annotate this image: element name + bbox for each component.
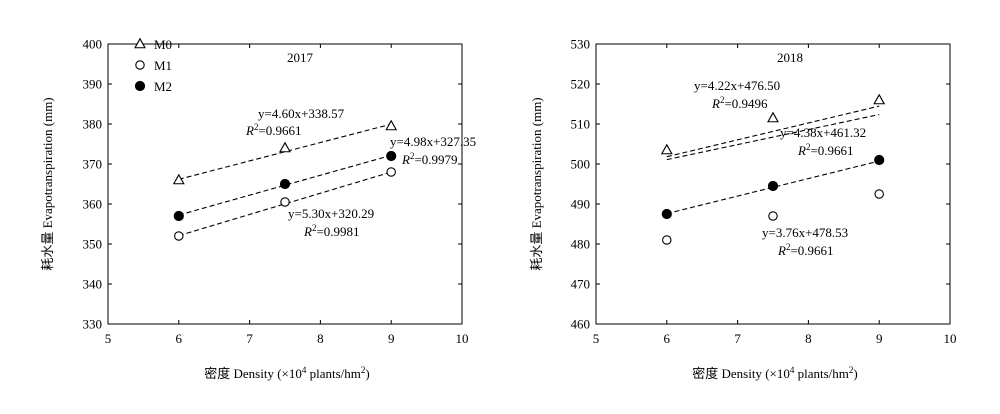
data-point-M1 [280,197,290,207]
data-point-M1 [768,211,778,221]
fit-r2-M2: R2=0.9979 [401,151,458,167]
y-tick-label: 490 [571,197,591,212]
data-point-M0 [172,173,185,185]
chart-panel-2018: 5 6 7 8 9 10 460 470 480 490 500 510 520 530 2018 密度 De… [529,37,957,382]
y-tick-label: 520 [571,77,591,92]
data-point-M2 [661,208,672,220]
x-tick-label: 9 [876,331,883,346]
data-point-M1 [874,189,884,199]
fit-equation-M0: y=4.22x+476.50 [694,78,780,93]
fit-line-M1 [666,113,880,161]
fit-r2-M2: R2=0.9661 [797,142,854,158]
y-tick-label: 380 [83,117,103,132]
y-tick-label: 330 [83,317,103,332]
legend: M0 M1 M2 [134,37,172,94]
data-point-M2 [173,210,184,222]
data-point-M0 [660,143,673,155]
y-axis-label: 耗水量 Evapotranspiration (mm) [40,97,55,270]
fit-line-M0 [666,105,880,158]
y-axis-label: 耗水量 Evapotranspiration (mm) [529,97,544,270]
y-tick-label: 480 [571,237,591,252]
data-point-M2 [386,150,397,162]
data-point-M1 [386,167,396,177]
x-tick-label: 10 [456,331,469,346]
x-tick-label: 8 [317,331,324,346]
legend-marker-M1 [135,60,145,70]
x-tick-label: 6 [176,331,183,346]
fit-equation-M1: y=3.76x+478.53 [762,225,848,240]
chart-title: 2018 [777,50,803,65]
fit-line-M2 [178,154,392,216]
fit-equation-M2: y=4.38x+461.32 [780,125,866,140]
data-point-M0 [767,111,779,123]
x-tick-label: 5 [105,331,112,346]
data-point-M1 [662,235,672,245]
fit-r2-M0: R2=0.9661 [245,122,302,138]
fit-equation-M0: y=4.60x+338.57 [258,106,345,121]
fit-r2-M1: R2=0.9981 [303,223,360,239]
fit-line-M2 [666,160,880,215]
chart-title: 2017 [287,50,314,65]
y-tick-label: 340 [83,277,103,292]
plot-frame [595,43,951,325]
x-axis-label: 密度 Density (×104 plants/hm2) [204,365,369,381]
plot-frame [107,43,463,325]
data-point-M2 [874,154,885,166]
y-tick-label: 530 [571,37,591,52]
data-point-M1 [174,231,184,241]
data-point-M0 [385,119,398,131]
y-tick-label: 470 [571,277,591,292]
fit-r2-M1: R2=0.9661 [777,242,834,258]
chart-panel-2017: 5 6 7 8 9 10 330 340 350 360 370 380 390 400 2017 密度 De… [40,37,476,382]
x-tick-label: 7 [246,331,253,346]
x-tick-label: 8 [805,331,812,346]
y-tick-label: 360 [83,197,103,212]
x-tick-label: 6 [664,331,671,346]
legend-label-M0: M0 [154,37,172,52]
legend-marker-M0 [134,37,146,49]
legend-label-M1: M1 [154,58,172,73]
y-tick-label: 390 [83,77,103,92]
fit-r2-M0: R2=0.9496 [711,95,768,111]
x-tick-label: 7 [734,331,741,346]
fit-equation-M1: y=5.30x+320.29 [288,206,374,221]
fit-equation-M2: y=4.98x+327.35 [390,134,476,149]
x-tick-label: 9 [388,331,395,346]
data-point-M0 [279,141,291,153]
fit-line-M0 [178,123,392,180]
data-point-M2 [767,180,779,192]
fit-line-M1 [178,171,392,237]
x-tick-label: 10 [944,331,957,346]
y-tick-label: 460 [571,317,591,332]
x-tick-label: 5 [593,331,600,346]
y-tick-label: 400 [83,37,103,52]
x-axis-label: 密度 Density (×104 plants/hm2) [692,365,857,381]
data-point-M2 [279,178,291,190]
y-tick-label: 370 [83,157,103,172]
y-tick-label: 500 [571,157,591,172]
legend-label-M2: M2 [154,79,172,94]
legend-marker-M2 [134,80,146,92]
y-tick-label: 350 [83,237,103,252]
data-point-M0 [873,93,886,105]
y-tick-label: 510 [571,117,591,132]
